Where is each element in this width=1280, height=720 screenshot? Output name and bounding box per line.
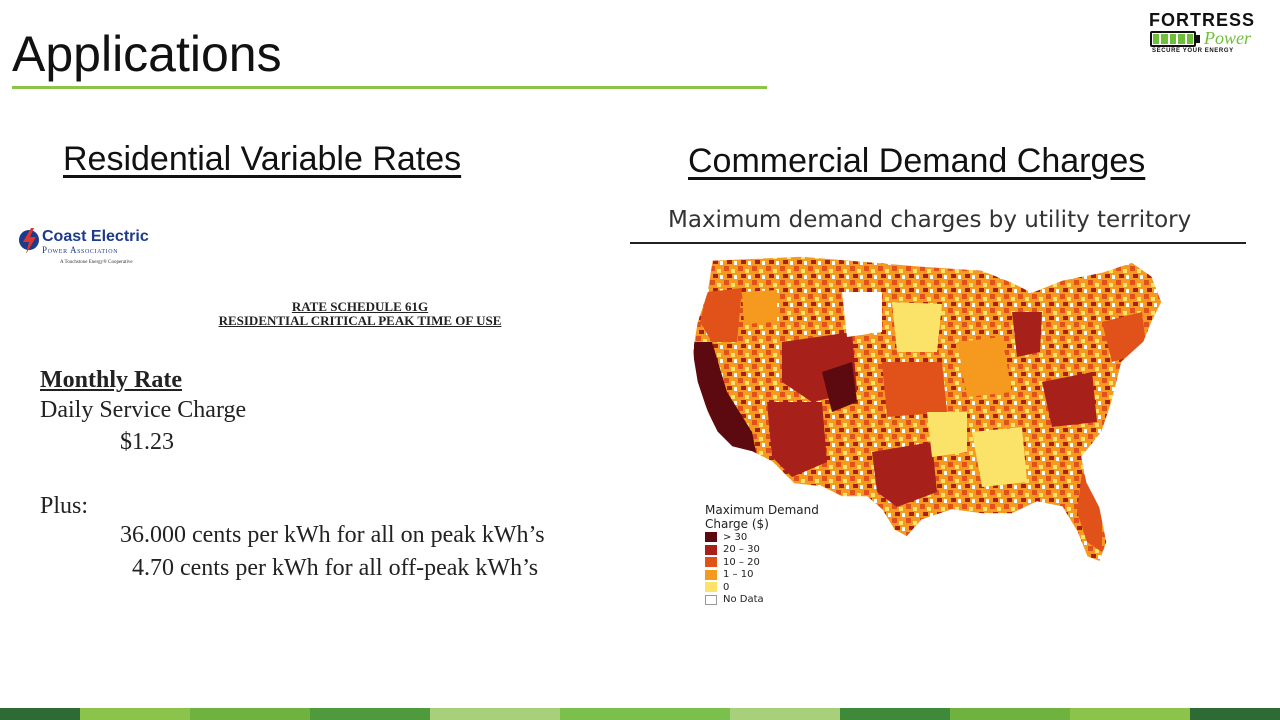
footer-segment [310, 708, 430, 720]
title-underline [12, 86, 767, 89]
left-heading: Residential Variable Rates [63, 140, 462, 178]
footer-segment [0, 708, 80, 720]
legend-label: 10 – 20 [723, 556, 760, 568]
fortress-power-logo: FORTRESS Power SECURE YOUR ENERGY [1146, 10, 1274, 56]
utility-cooperative: A Touchstone Energy® Cooperative [60, 260, 133, 265]
utility-name: Coast Electric [42, 228, 149, 245]
on-peak-rate: 36.000 cents per kWh for all on peak kWh… [120, 522, 545, 548]
legend-item: 20 – 30 [705, 544, 845, 557]
legend-label: 20 – 30 [723, 544, 760, 556]
logo-power: Power [1204, 28, 1251, 48]
slide-title: Applications [12, 26, 282, 82]
daily-charge-value: $1.23 [120, 429, 174, 455]
rate-schedule-title: RATE SCHEDULE 61G RESIDENTIAL CRITICAL P… [190, 300, 530, 328]
footer-segment [190, 708, 310, 720]
logo-tagline: SECURE YOUR ENERGY [1152, 48, 1234, 54]
legend-swatch [705, 569, 717, 580]
coast-electric-logo: Coast Electric Power Association A Touch… [18, 226, 168, 274]
legend-label: 0 [723, 581, 730, 593]
footer-color-bar [0, 708, 1280, 720]
us-demand-charge-map [691, 255, 1163, 563]
logo-brand: FORTRESS [1149, 10, 1256, 30]
utility-subtitle: Power Association [42, 245, 119, 255]
legend-item: 0 [705, 581, 845, 594]
footer-segment [430, 708, 560, 720]
legend-title-line1: Maximum Demand [705, 503, 819, 517]
map-title-rule [630, 242, 1246, 244]
rate-schedule-line1: RATE SCHEDULE 61G [291, 299, 429, 314]
footer-segment [1190, 708, 1280, 720]
legend-swatch [705, 544, 717, 555]
daily-charge-label: Daily Service Charge [40, 397, 247, 423]
legend-item: 1 – 10 [705, 569, 845, 582]
footer-segment [950, 708, 1070, 720]
footer-segment [80, 708, 190, 720]
legend-swatch [705, 557, 717, 568]
right-heading: Commercial Demand Charges [688, 142, 1146, 180]
lightning-bolt-icon [19, 228, 39, 254]
rate-schedule-line2: RESIDENTIAL CRITICAL PEAK TIME OF USE [218, 313, 502, 328]
plus-label: Plus: [40, 493, 89, 519]
off-peak-rate: 4.70 cents per kWh for all off-peak kWh’… [132, 555, 539, 581]
legend-swatch [705, 594, 717, 605]
map-title: Maximum demand charges by utility territ… [668, 207, 1192, 233]
footer-segment [730, 708, 840, 720]
legend-label: > 30 [723, 531, 748, 543]
legend-title-line2: Charge ($) [705, 517, 769, 531]
legend-item: 10 – 20 [705, 556, 845, 569]
footer-segment [1070, 708, 1190, 720]
map-legend: Maximum Demand Charge ($) > 30 20 – 30 1… [705, 503, 845, 623]
footer-segment [840, 708, 950, 720]
battery-tip [1196, 35, 1200, 43]
battery-icon [1150, 31, 1196, 47]
legend-swatch [705, 532, 717, 543]
legend-label: 1 – 10 [723, 569, 754, 581]
legend-item: No Data [705, 594, 845, 607]
legend-item: > 30 [705, 531, 845, 544]
legend-swatch [705, 582, 717, 593]
footer-segment [560, 708, 730, 720]
legend-label: No Data [723, 594, 764, 606]
monthly-rate-heading: Monthly Rate [40, 367, 182, 393]
